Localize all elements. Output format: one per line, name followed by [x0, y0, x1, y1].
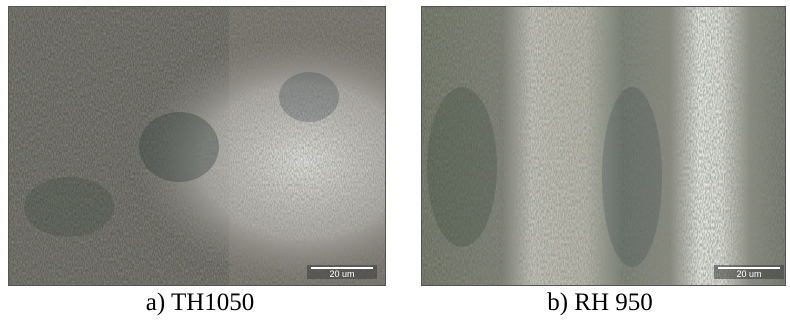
micrograph-a-texture [9, 7, 385, 285]
micrograph-b: 20 um [421, 6, 786, 286]
micrograph-a: 20 um [8, 6, 386, 286]
micrograph-b-texture [422, 7, 785, 285]
scale-bar-b: 20 um [714, 265, 784, 279]
scale-bar-b-label: 20 um [736, 269, 762, 279]
scale-bar-a: 20 um [307, 265, 377, 279]
caption-a: a) TH1050 [145, 289, 255, 316]
caption-b: b) RH 950 [547, 289, 653, 316]
scale-bar-a-label: 20 um [329, 269, 355, 279]
